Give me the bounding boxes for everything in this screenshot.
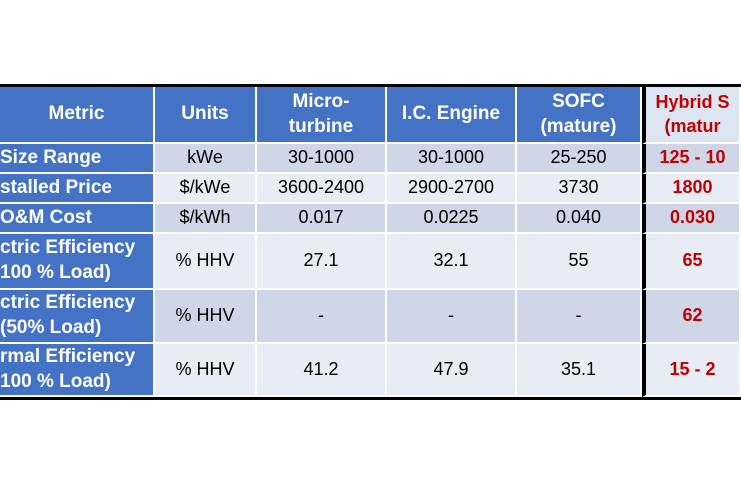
table-cell: 25-250 <box>517 144 642 174</box>
table-cell: 30-1000 <box>257 144 387 174</box>
table-cell: - <box>387 290 517 344</box>
row-label: ctric Efficiency 100 % Load) <box>0 234 155 290</box>
table-cell: % HHV <box>155 344 257 397</box>
row-label: stalled Price <box>0 174 155 204</box>
table-cell: 0.040 <box>517 204 642 234</box>
table-cell: 47.9 <box>387 344 517 397</box>
table-cell: 0.0225 <box>387 204 517 234</box>
table-cell: 0.017 <box>257 204 387 234</box>
table-cell: 35.1 <box>517 344 642 397</box>
table-cell: % HHV <box>155 290 257 344</box>
table-cell: 32.1 <box>387 234 517 290</box>
table-cell: - <box>517 290 642 344</box>
comparison-table: Metric Units Micro- turbine I.C. Engine SOFC… <box>0 84 741 400</box>
table-cell: kWe <box>155 144 257 174</box>
table-cell: 3600-2400 <box>257 174 387 204</box>
table-cell: - <box>257 290 387 344</box>
header-cell: SOFC (mature) <box>517 87 642 144</box>
table-cell: 62 <box>642 290 741 344</box>
table-cell: $/kWh <box>155 204 257 234</box>
header-cell: Hybrid S (matur <box>642 87 741 144</box>
table-cell: 27.1 <box>257 234 387 290</box>
table-cell: 55 <box>517 234 642 290</box>
table-cell: 0.030 <box>642 204 741 234</box>
row-label: rmal Efficiency 100 % Load) <box>0 344 155 397</box>
table-cell: 15 - 2 <box>642 344 741 397</box>
header-cell: Metric <box>0 87 155 144</box>
row-label: Size Range <box>0 144 155 174</box>
table-cell: 30-1000 <box>387 144 517 174</box>
row-label: O&M Cost <box>0 204 155 234</box>
table-cell: 1800 <box>642 174 741 204</box>
table-cell: % HHV <box>155 234 257 290</box>
table-cell: 41.2 <box>257 344 387 397</box>
table-cell: 125 - 10 <box>642 144 741 174</box>
header-cell: I.C. Engine <box>387 87 517 144</box>
table-cell: 3730 <box>517 174 642 204</box>
table-cell: 65 <box>642 234 741 290</box>
table-cell: 2900-2700 <box>387 174 517 204</box>
header-cell: Units <box>155 87 257 144</box>
row-label: ctric Efficiency (50% Load) <box>0 290 155 344</box>
header-cell: Micro- turbine <box>257 87 387 144</box>
table-cell: $/kWe <box>155 174 257 204</box>
